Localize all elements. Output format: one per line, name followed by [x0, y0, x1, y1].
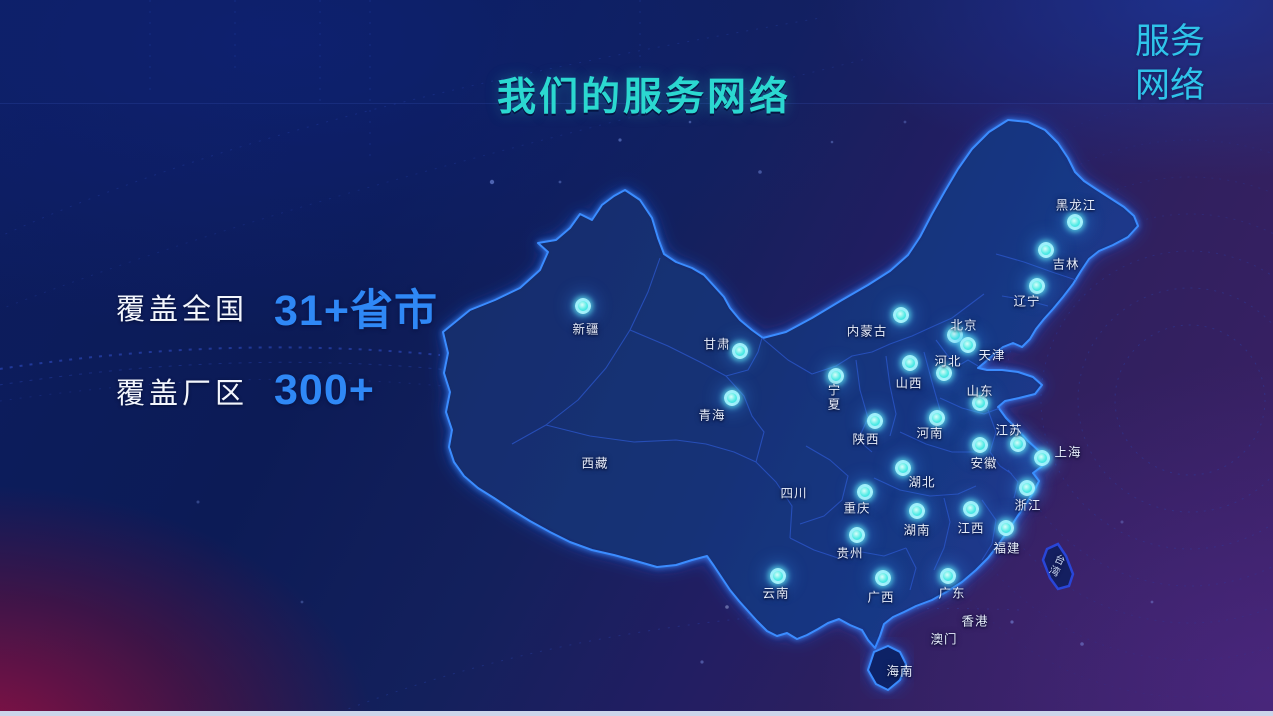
province-label: 黑龙江 [1055, 198, 1097, 213]
province-label: 吉林 [1052, 257, 1080, 272]
province-dot [936, 365, 952, 381]
province-dot [895, 460, 911, 476]
province-label: 重庆 [843, 501, 871, 516]
stat-label: 覆盖全国 [116, 294, 249, 326]
province-dot [963, 501, 979, 517]
province-label: 内蒙古 [846, 324, 888, 339]
province-label: 福建 [993, 541, 1021, 556]
province-dot [940, 568, 956, 584]
province-label: 山西 [895, 376, 923, 391]
province-dot [770, 568, 786, 584]
corner-tag: 服务 网络 [1135, 20, 1205, 109]
province-label: 河南 [916, 426, 944, 441]
province-dot [929, 410, 945, 426]
province-dot [1029, 278, 1045, 294]
province-label: 湖南 [903, 523, 931, 538]
stat-label: 覆盖厂区 [116, 377, 249, 410]
province-dot [1019, 480, 1035, 496]
province-label: 广东 [938, 586, 966, 601]
province-label: 西藏 [581, 456, 609, 471]
province-dot [724, 390, 740, 406]
province-label: 陕西 [852, 432, 880, 447]
province-dot [875, 570, 891, 586]
province-label: 上海 [1054, 445, 1082, 460]
province-label: 安徽 [970, 456, 998, 471]
province-dot [893, 307, 909, 323]
province-dot [828, 368, 844, 384]
province-label: 青海 [698, 408, 726, 423]
province-label: 海南 [886, 664, 914, 679]
province-dot [947, 327, 963, 343]
province-dot [972, 437, 988, 453]
province-label: 香港 [961, 614, 989, 629]
province-label: 北京 [950, 318, 978, 333]
corner-tag-line1: 服务 [1135, 22, 1206, 61]
province-dot [972, 395, 988, 411]
stat-row-factories: 覆盖厂区 300+ [116, 366, 375, 415]
province-label: 贵州 [836, 546, 864, 561]
province-dot [575, 298, 591, 314]
province-dot [902, 355, 918, 371]
province-dot [960, 337, 976, 353]
province-label: 甘肃 [703, 337, 731, 352]
province-dot [909, 503, 925, 519]
province-dot [849, 527, 865, 543]
page-title: 我们的服务网络 [497, 76, 792, 119]
province-dot [1038, 242, 1054, 258]
province-label: 江苏 [995, 423, 1023, 438]
province-dot [1010, 436, 1026, 452]
province-label: 四川 [780, 486, 808, 501]
province-dot [867, 413, 883, 429]
bottom-strip [0, 711, 1273, 716]
province-dot [1034, 450, 1050, 466]
province-label: 湖北 [908, 475, 936, 490]
province-dot [857, 484, 873, 500]
stat-value: 300+ [274, 366, 375, 414]
province-label: 江西 [957, 521, 985, 536]
province-label: 广西 [867, 590, 895, 605]
province-label: 天津 [978, 348, 1006, 363]
province-label: 澳门 [930, 632, 958, 647]
stat-value: 31+省市 [274, 287, 438, 335]
province-label: 浙江 [1014, 498, 1042, 513]
province-dot [732, 343, 748, 359]
province-label: 山东 [966, 384, 994, 399]
province-label: 河北 [934, 354, 962, 369]
province-dot [998, 520, 1014, 536]
background-band [0, 0, 1273, 104]
corner-tag-line2: 网络 [1135, 66, 1206, 106]
province-label: 辽宁 [1013, 294, 1041, 309]
stat-row-nationwide: 覆盖全国 31+省市 [116, 276, 438, 338]
province-dot [1067, 214, 1083, 230]
province-label: 台湾 [1045, 551, 1068, 580]
province-label: 新疆 [572, 322, 600, 337]
province-label: 宁夏 [827, 383, 842, 412]
province-label: 云南 [762, 586, 790, 601]
